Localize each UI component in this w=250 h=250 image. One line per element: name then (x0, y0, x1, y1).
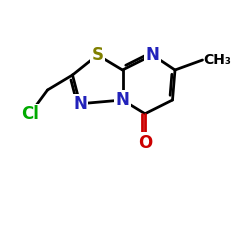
Text: N: N (146, 46, 160, 64)
Text: N: N (73, 95, 87, 113)
Text: CH₃: CH₃ (204, 53, 232, 67)
Text: N: N (116, 91, 130, 109)
Text: O: O (138, 134, 152, 152)
Text: S: S (92, 46, 104, 64)
Text: Cl: Cl (21, 105, 39, 123)
